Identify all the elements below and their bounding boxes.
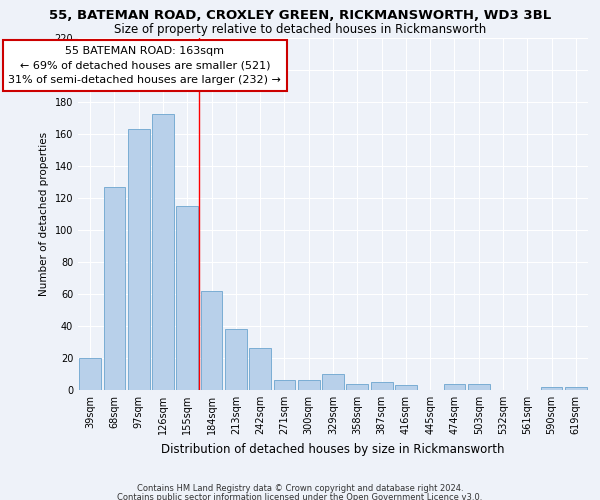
Bar bbox=[468, 384, 490, 390]
Bar bbox=[371, 382, 392, 390]
Bar bbox=[274, 380, 295, 390]
Bar bbox=[176, 206, 198, 390]
X-axis label: Distribution of detached houses by size in Rickmansworth: Distribution of detached houses by size … bbox=[161, 442, 505, 456]
Bar bbox=[298, 380, 320, 390]
Bar bbox=[79, 358, 101, 390]
Bar bbox=[128, 129, 149, 390]
Text: 55 BATEMAN ROAD: 163sqm
← 69% of detached houses are smaller (521)
31% of semi-d: 55 BATEMAN ROAD: 163sqm ← 69% of detache… bbox=[8, 46, 281, 85]
Text: Contains public sector information licensed under the Open Government Licence v3: Contains public sector information licen… bbox=[118, 493, 482, 500]
Bar bbox=[346, 384, 368, 390]
Text: 55, BATEMAN ROAD, CROXLEY GREEN, RICKMANSWORTH, WD3 3BL: 55, BATEMAN ROAD, CROXLEY GREEN, RICKMAN… bbox=[49, 9, 551, 22]
Bar bbox=[541, 387, 562, 390]
Bar bbox=[225, 329, 247, 390]
Text: Contains HM Land Registry data © Crown copyright and database right 2024.: Contains HM Land Registry data © Crown c… bbox=[137, 484, 463, 493]
Bar bbox=[152, 114, 174, 390]
Bar bbox=[249, 348, 271, 390]
Bar bbox=[565, 387, 587, 390]
Bar bbox=[443, 384, 466, 390]
Y-axis label: Number of detached properties: Number of detached properties bbox=[39, 132, 49, 296]
Bar bbox=[395, 385, 417, 390]
Bar bbox=[200, 290, 223, 390]
Bar bbox=[104, 186, 125, 390]
Text: Size of property relative to detached houses in Rickmansworth: Size of property relative to detached ho… bbox=[114, 22, 486, 36]
Bar bbox=[322, 374, 344, 390]
